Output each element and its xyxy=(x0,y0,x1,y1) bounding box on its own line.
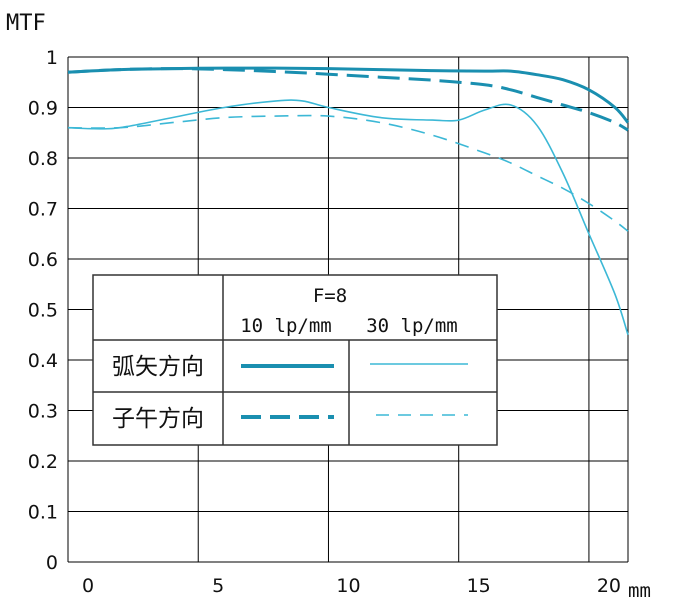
legend: F=8 10 lp/mm 30 lp/mm 弧矢方向 子午方向 xyxy=(92,274,498,446)
legend-header: F=8 xyxy=(313,285,347,307)
y-axis-title: MTF xyxy=(6,11,46,36)
legend-box xyxy=(92,274,498,446)
y-tick-label-8: 0.8 xyxy=(28,148,58,170)
legend-row2-label: 子午方向 xyxy=(112,406,204,432)
y-tick-label-10: 1 xyxy=(46,47,58,69)
x-tick-label-2: 10 xyxy=(336,575,360,597)
y-tick-label-0: 0 xyxy=(46,552,58,574)
y-tick-label-4: 0.4 xyxy=(28,350,58,372)
series-line-0 xyxy=(67,66,630,124)
y-tick-label-9: 0.9 xyxy=(28,98,58,120)
series-line-1 xyxy=(67,67,629,132)
series-line-3 xyxy=(67,114,629,232)
y-tick-label-3: 0.3 xyxy=(28,401,58,423)
x-tick-label-4: 20 xyxy=(597,575,621,597)
series-lines xyxy=(67,66,630,336)
y-tick-label-2: 0.2 xyxy=(28,451,58,473)
x-tick-label-1: 5 xyxy=(212,575,224,597)
y-tick-label-5: 0.5 xyxy=(28,300,58,322)
legend-col2-label: 30 lp/mm xyxy=(366,315,458,337)
legend-col1-label: 10 lp/mm xyxy=(240,315,332,337)
series-line-2 xyxy=(67,99,629,336)
x-axis-unit: mm xyxy=(628,580,651,602)
y-tick-label-1: 0.1 xyxy=(28,502,58,524)
x-tick-labels: 0 5 10 15 20 xyxy=(82,575,621,597)
x-tick-label-0: 0 xyxy=(82,575,94,597)
y-tick-label-6: 0.6 xyxy=(28,249,58,271)
x-tick-label-3: 15 xyxy=(467,575,491,597)
y-tick-labels: 0 0.1 0.2 0.3 0.4 0.5 0.6 0.7 0.8 0.9 1 xyxy=(28,47,58,574)
y-tick-label-7: 0.7 xyxy=(28,199,58,221)
legend-row1-label: 弧矢方向 xyxy=(112,354,204,380)
